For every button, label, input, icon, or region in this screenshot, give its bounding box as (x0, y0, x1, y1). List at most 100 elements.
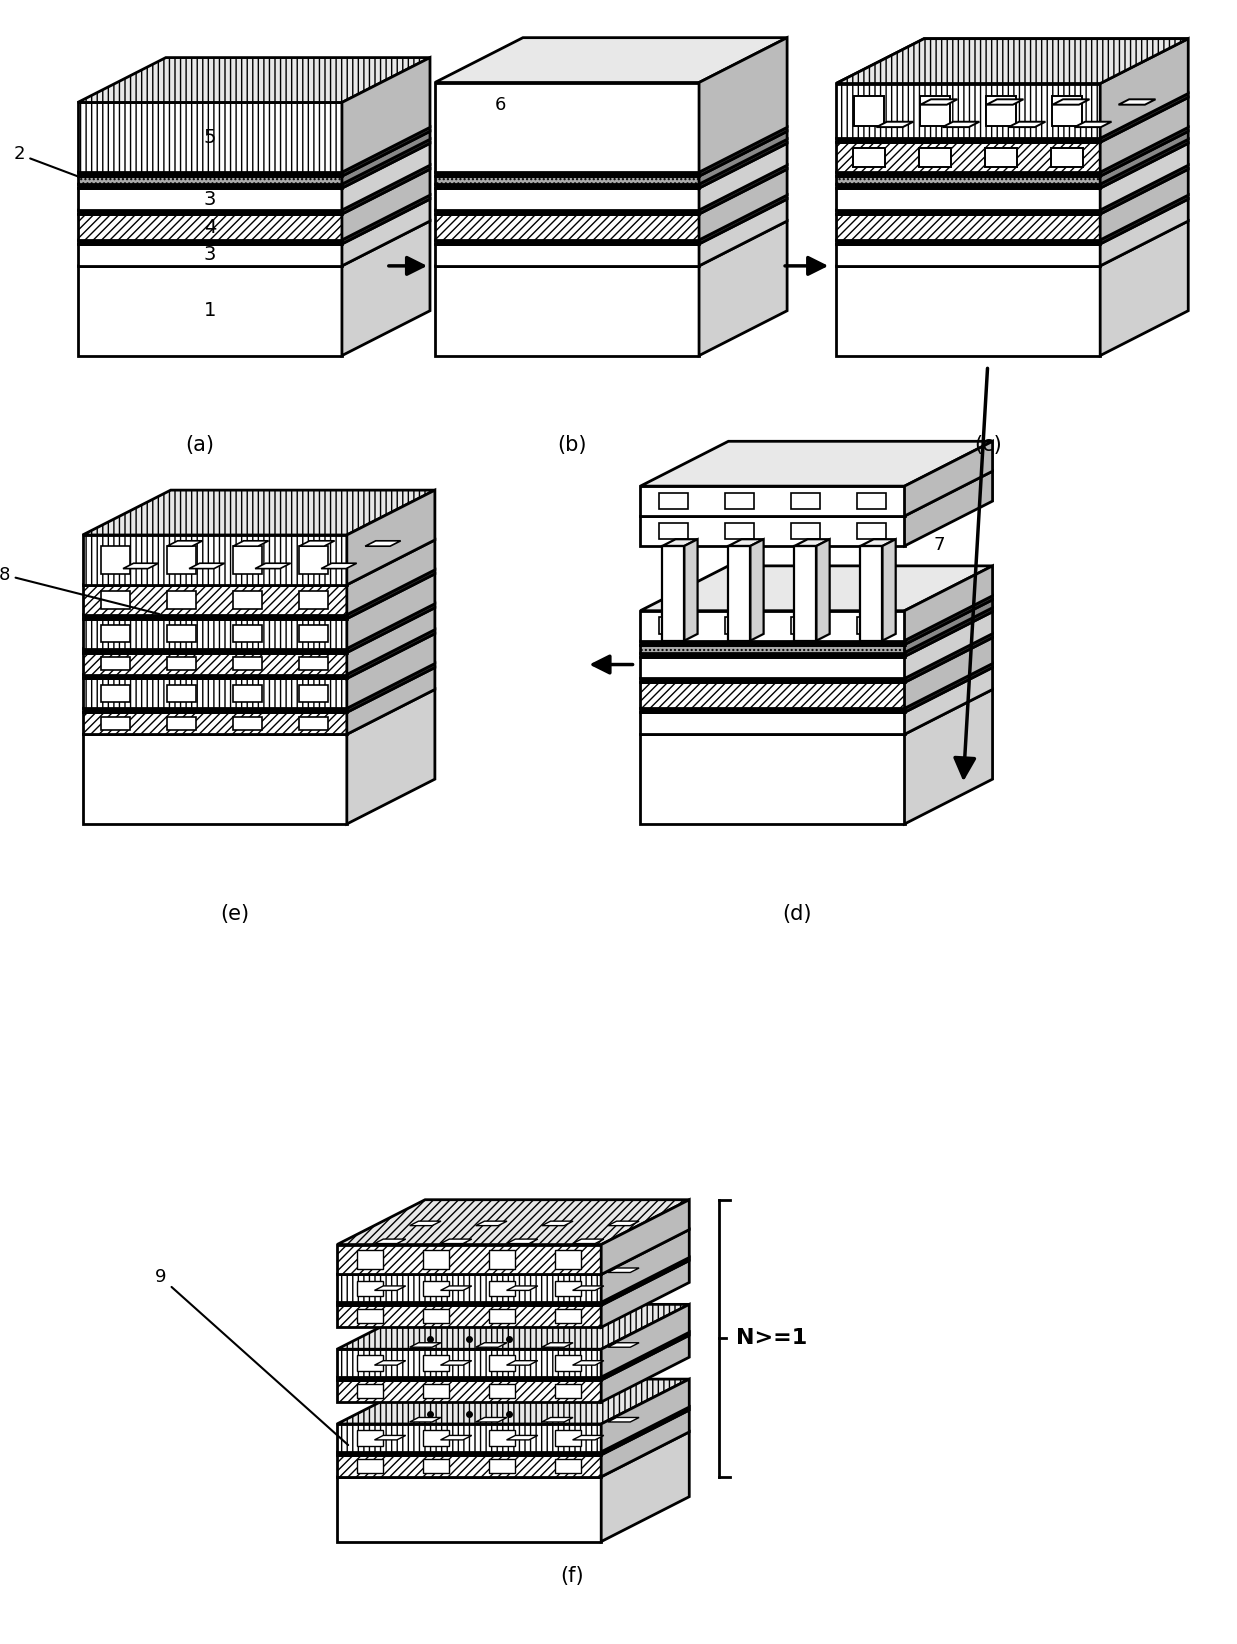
Polygon shape (641, 689, 992, 735)
Polygon shape (78, 127, 430, 173)
Polygon shape (641, 664, 992, 709)
Text: 7: 7 (933, 536, 945, 554)
Polygon shape (904, 595, 992, 644)
Bar (233, 658, 262, 671)
Polygon shape (440, 1240, 471, 1243)
Polygon shape (336, 1411, 689, 1455)
Bar (299, 658, 329, 671)
Polygon shape (336, 1379, 689, 1424)
Polygon shape (336, 1274, 601, 1302)
Polygon shape (699, 166, 787, 214)
Polygon shape (641, 709, 904, 712)
Polygon shape (1118, 99, 1155, 105)
Polygon shape (573, 1361, 604, 1365)
Polygon shape (78, 58, 430, 102)
Bar (555, 1384, 581, 1397)
Polygon shape (336, 1258, 689, 1302)
Bar (423, 1430, 449, 1445)
Text: (b): (b) (557, 436, 586, 455)
Polygon shape (836, 132, 1189, 176)
Bar (857, 618, 886, 635)
Polygon shape (641, 644, 904, 653)
Polygon shape (78, 199, 430, 243)
Polygon shape (409, 1221, 440, 1226)
Polygon shape (435, 196, 787, 240)
Polygon shape (435, 127, 787, 173)
Polygon shape (435, 173, 699, 176)
Polygon shape (836, 39, 1189, 84)
Polygon shape (601, 1261, 689, 1327)
Polygon shape (699, 169, 787, 240)
Polygon shape (336, 1332, 689, 1378)
Polygon shape (1100, 220, 1189, 355)
Polygon shape (699, 140, 787, 187)
Polygon shape (83, 709, 346, 712)
Bar (233, 546, 262, 574)
Polygon shape (346, 539, 435, 615)
Bar (233, 590, 262, 608)
Polygon shape (341, 58, 430, 173)
Bar (919, 148, 951, 168)
Polygon shape (83, 618, 346, 649)
Polygon shape (794, 539, 830, 546)
Polygon shape (607, 1417, 640, 1422)
Bar (356, 1356, 383, 1371)
Bar (299, 625, 329, 641)
Polygon shape (1100, 143, 1189, 210)
Text: 3: 3 (204, 189, 216, 209)
Bar (555, 1356, 581, 1371)
Bar (725, 523, 755, 539)
Polygon shape (861, 539, 896, 546)
Polygon shape (641, 487, 904, 516)
Polygon shape (904, 566, 992, 641)
Polygon shape (476, 1221, 507, 1226)
Bar (489, 1249, 516, 1269)
Polygon shape (440, 1361, 471, 1365)
Bar (1053, 95, 1082, 127)
Polygon shape (1100, 140, 1189, 187)
Polygon shape (341, 196, 430, 243)
Polygon shape (1053, 99, 1090, 105)
Polygon shape (601, 1258, 689, 1305)
Polygon shape (78, 102, 341, 173)
Bar (356, 1458, 383, 1473)
Polygon shape (507, 1361, 538, 1365)
Polygon shape (836, 220, 1189, 266)
Polygon shape (729, 539, 763, 546)
Polygon shape (435, 220, 787, 266)
Polygon shape (601, 1335, 689, 1402)
Bar (423, 1281, 449, 1295)
Bar (555, 1309, 581, 1323)
Text: 3: 3 (204, 245, 216, 265)
Polygon shape (435, 132, 787, 176)
Polygon shape (83, 534, 346, 585)
Polygon shape (476, 1417, 507, 1422)
Bar (790, 523, 820, 539)
Polygon shape (699, 38, 787, 173)
Polygon shape (83, 689, 435, 735)
Polygon shape (641, 441, 992, 487)
Polygon shape (78, 266, 341, 355)
Polygon shape (409, 1343, 440, 1346)
Polygon shape (189, 564, 225, 569)
Polygon shape (336, 1432, 689, 1476)
Polygon shape (699, 220, 787, 355)
Polygon shape (836, 176, 1100, 184)
Polygon shape (336, 1350, 601, 1378)
Polygon shape (375, 1286, 406, 1291)
Bar (356, 1309, 383, 1323)
Polygon shape (167, 541, 203, 546)
Polygon shape (336, 1407, 689, 1452)
Polygon shape (699, 132, 787, 184)
Polygon shape (336, 1378, 601, 1379)
Bar (857, 523, 886, 539)
Bar (356, 1249, 383, 1269)
Polygon shape (78, 196, 430, 240)
Polygon shape (83, 664, 435, 709)
Polygon shape (78, 214, 341, 240)
Polygon shape (1100, 94, 1189, 143)
Polygon shape (861, 546, 882, 641)
Polygon shape (507, 1240, 538, 1243)
Polygon shape (607, 1343, 640, 1346)
Text: 5: 5 (204, 128, 216, 146)
